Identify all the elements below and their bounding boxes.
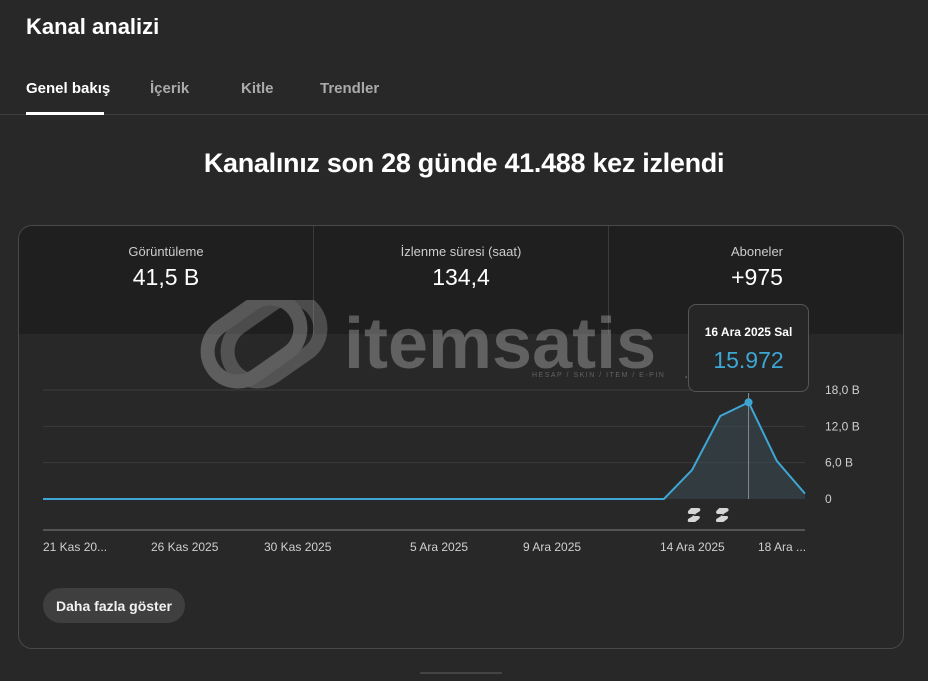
tooltip-value: 15.972 <box>713 347 784 373</box>
views-headline: Kanalınız son 28 günde 41.488 kez izlend… <box>203 148 725 178</box>
shorts-icon[interactable] <box>687 508 701 522</box>
active-tab-indicator <box>26 112 104 115</box>
metric-value: 41,5 B <box>132 264 200 290</box>
metric-views[interactable]: Görüntüleme 41,5 B <box>19 226 314 334</box>
x-tick-label: 9 Ara 2025 <box>523 540 581 554</box>
tab-trends[interactable]: Trendler <box>320 80 380 97</box>
metric-value: 134,4 <box>432 264 490 290</box>
tab-overview[interactable]: Genel bakış <box>26 80 111 97</box>
x-tick-label: 14 Ara 2025 <box>660 540 725 554</box>
tab-bar: Genel bakış İçerik Kitle Trendler <box>0 70 928 115</box>
x-tick-label: 30 Kas 2025 <box>264 540 332 554</box>
highlight-point <box>744 398 753 407</box>
x-tick-label: 5 Ara 2025 <box>410 540 468 554</box>
y-tick-label: 0 <box>825 492 832 506</box>
tab-audience[interactable]: Kitle <box>241 80 274 97</box>
metric-label: İzlenme süresi (saat) <box>400 244 522 259</box>
metric-watch-time[interactable]: İzlenme süresi (saat) 134,4 <box>314 226 609 334</box>
metric-label: Görüntüleme <box>128 244 204 259</box>
metric-tabs: Görüntüleme 41,5 B İzlenme süresi (saat)… <box>19 226 903 334</box>
metric-label: Aboneler <box>730 244 784 259</box>
y-tick-label: 12,0 B <box>825 419 860 433</box>
x-tick-label: 21 Kas 20... <box>43 540 107 554</box>
page-title: Kanal analizi <box>26 14 160 39</box>
shorts-icon[interactable] <box>716 508 729 522</box>
metric-value: +975 <box>731 264 783 290</box>
tab-content[interactable]: İçerik <box>150 80 190 97</box>
x-tick-label: 18 Ara ... <box>758 540 806 554</box>
y-tick-label: 6,0 B <box>825 456 853 470</box>
chart-tooltip: 16 Ara 2025 Sal 15.972 <box>688 304 809 392</box>
scroll-indicator <box>420 672 502 674</box>
y-tick-label: 18,0 B <box>825 383 860 397</box>
tooltip-date: 16 Ara 2025 Sal <box>704 325 793 339</box>
series-area <box>43 402 805 499</box>
series-line <box>43 400 806 500</box>
show-more-button[interactable]: Daha fazla göster <box>43 588 185 623</box>
x-tick-label: 26 Kas 2025 <box>151 540 219 554</box>
